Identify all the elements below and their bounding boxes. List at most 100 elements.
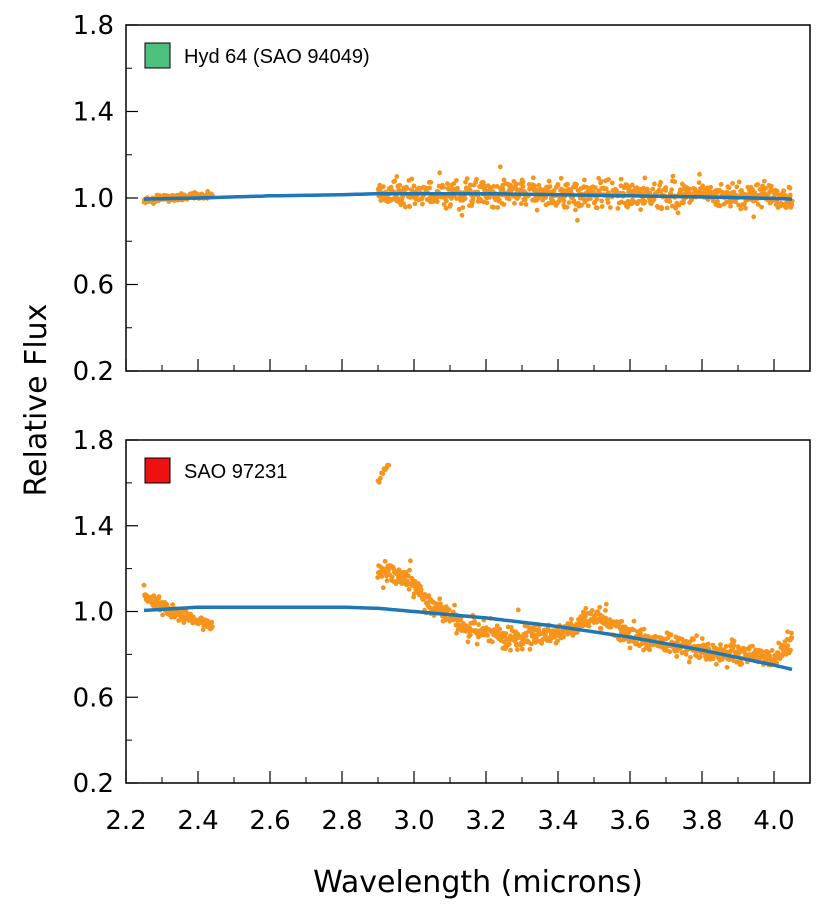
- top-data-point: [434, 199, 440, 205]
- top-data-point: [428, 180, 434, 185]
- top-y-tick-label: 1.0: [73, 184, 114, 214]
- top-data-point: [592, 185, 598, 191]
- bottom-data-point: [465, 639, 471, 645]
- top-data-point: [455, 185, 460, 191]
- top-data-point: [615, 206, 621, 211]
- top-data-point: [456, 206, 462, 212]
- top-data-point: [734, 184, 740, 190]
- top-data-point: [663, 188, 669, 193]
- bottom-x-ticks: [125, 771, 775, 783]
- top-data-point: [397, 182, 403, 188]
- top-data-point: [443, 198, 449, 204]
- top-data-point: [491, 184, 497, 189]
- bottom-data-point: [667, 649, 673, 655]
- bottom-data-point: [724, 664, 730, 670]
- x-tick-labels: 2.2 2.4 2.6 2.8 3.0 3.2 3.4 3.6 3.8 4.0: [105, 806, 794, 836]
- top-data-point: [474, 176, 479, 182]
- top-data-point: [730, 181, 735, 186]
- bottom-y-tick-label: 0.2: [73, 769, 114, 799]
- top-data-point: [718, 182, 724, 187]
- bottom-data-point: [619, 618, 625, 624]
- top-data-point: [696, 180, 702, 186]
- top-data-point: [787, 192, 793, 198]
- top-data-point: [412, 201, 418, 207]
- top-y-tick-label: 1.8: [73, 11, 114, 41]
- bottom-data-point: [494, 623, 500, 629]
- bottom-data-point: [705, 641, 711, 647]
- top-data-point: [598, 179, 604, 184]
- bottom-data-point: [568, 621, 574, 626]
- bottom-data-point: [683, 651, 689, 657]
- top-data-point: [697, 171, 702, 177]
- bottom-data-point: [779, 653, 785, 659]
- top-data-point: [546, 178, 552, 184]
- bottom-data-point: [589, 608, 595, 613]
- top-data-point: [441, 202, 447, 207]
- top-data-point: [454, 196, 459, 201]
- top-data-point: [514, 181, 519, 187]
- top-data-point: [726, 185, 732, 191]
- top-data-point: [717, 203, 723, 209]
- x-tick-label: 2.8: [321, 806, 362, 836]
- bottom-data-point: [375, 575, 381, 580]
- top-data-point: [523, 202, 529, 207]
- top-data-point: [672, 179, 678, 185]
- bottom-legend-label: SAO 97231: [184, 461, 287, 483]
- bottom-data-point: [513, 642, 519, 648]
- top-data-point: [512, 200, 517, 206]
- bottom-legend-swatch: [144, 457, 171, 484]
- top-data-point: [731, 189, 737, 195]
- bottom-data-point: [467, 632, 473, 638]
- top-data-point: [532, 183, 537, 189]
- bottom-data-point: [382, 558, 388, 564]
- top-data-point: [380, 184, 386, 190]
- x-tick-label: 2.4: [177, 806, 218, 836]
- top-data-point: [575, 217, 580, 223]
- bottom-data-point: [718, 642, 723, 647]
- x-tick-label: 3.0: [393, 806, 434, 836]
- bottom-data-point: [156, 594, 162, 599]
- top-data-point: [658, 179, 663, 185]
- top-data-point: [759, 204, 764, 210]
- bottom-data-point: [694, 633, 699, 639]
- bottom-data-point: [723, 644, 729, 649]
- bottom-data-point: [647, 647, 652, 653]
- bottom-data-point: [170, 602, 176, 607]
- bottom-data-point: [652, 633, 658, 639]
- bottom-data-point: [497, 626, 503, 632]
- bottom-data-point: [595, 609, 600, 614]
- top-data-point: [609, 180, 615, 186]
- top-data-point: [409, 176, 415, 182]
- top-data-point: [715, 198, 720, 204]
- top-data-point: [467, 188, 473, 194]
- top-data-point: [669, 187, 674, 193]
- top-data-point: [687, 186, 693, 192]
- bottom-data-point: [515, 607, 521, 613]
- top-data-point: [658, 189, 664, 194]
- bottom-data-point: [603, 601, 609, 607]
- bottom-data-point: [674, 654, 680, 659]
- top-data-point: [459, 212, 465, 218]
- bottom-data-point: [380, 585, 386, 591]
- bottom-data-point: [418, 587, 424, 593]
- top-data-point: [599, 204, 605, 209]
- top-data-point: [522, 197, 528, 203]
- top-data-point: [427, 185, 432, 191]
- bottom-data-point: [386, 462, 392, 468]
- bottom-data-point: [379, 574, 385, 579]
- x-tick-label: 3.4: [537, 806, 578, 836]
- bottom-data-point: [452, 602, 457, 608]
- bottom-data-point: [454, 630, 459, 636]
- bottom-data-point: [405, 573, 411, 579]
- top-data-point: [559, 186, 564, 192]
- top-data-point: [636, 198, 642, 204]
- bottom-panel: 1.8 1.4 1.0 0.6 0.2 SAO 97231: [73, 426, 811, 799]
- top-data-point: [407, 204, 412, 210]
- top-data-point: [679, 187, 685, 193]
- top-data-point: [647, 190, 653, 196]
- top-data-point: [594, 196, 600, 202]
- x-tick-label: 3.2: [465, 806, 506, 836]
- top-data-point: [743, 205, 748, 211]
- top-data-point: [603, 186, 609, 192]
